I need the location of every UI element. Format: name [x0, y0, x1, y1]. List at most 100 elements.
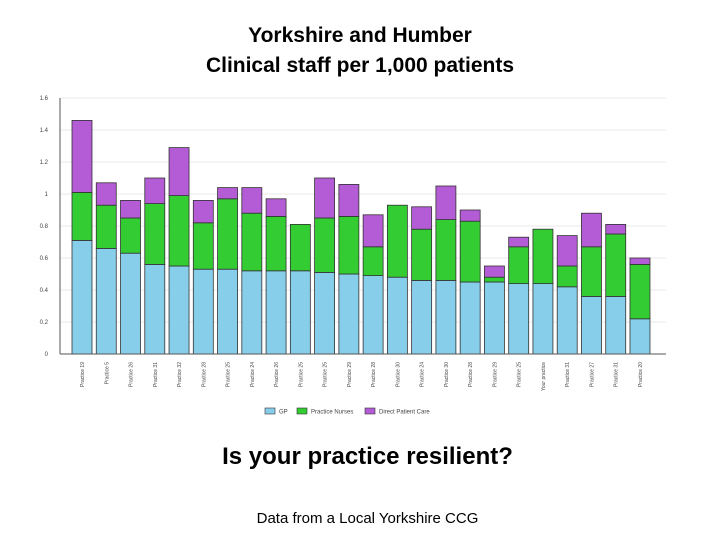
bar-direct-patient-care	[71, 120, 93, 193]
x-axis-ticks: Practice 19 Practice 5 Practice 26 Practice…	[80, 362, 644, 391]
bar-gp	[168, 265, 190, 355]
x-tick-label: Practice 27	[589, 362, 595, 387]
x-tick-label: Practice 25	[226, 362, 232, 387]
bar-direct-patient-care	[411, 206, 433, 230]
bar-gp	[386, 276, 408, 355]
y-tick-label: 1.4	[40, 128, 49, 134]
bar-direct-patient-care	[435, 185, 457, 220]
bar-practice-nurses	[605, 233, 627, 297]
y-tick-label: 0.6	[40, 256, 49, 262]
bar-practice-nurses	[386, 204, 408, 278]
bar-practice-nurses	[629, 263, 651, 320]
bar-gp	[95, 247, 117, 355]
bar-practice-nurses	[532, 228, 554, 284]
bar-direct-patient-care	[629, 257, 651, 265]
bar-direct-patient-care	[241, 187, 263, 214]
bar-gp	[289, 270, 311, 355]
legend: GP Practice Nurses Direct Patient Care	[264, 407, 430, 416]
legend-swatch	[296, 407, 308, 415]
bar-direct-patient-care	[556, 235, 578, 267]
y-tick-label: 1.2	[40, 160, 49, 166]
bar-gp	[459, 281, 481, 355]
bar-direct-patient-care	[338, 183, 360, 217]
bar-gp	[241, 270, 263, 355]
x-tick-label: Practice 25	[517, 362, 523, 387]
bar-gp	[556, 286, 578, 355]
bar-practice-nurses	[265, 215, 287, 272]
bar-direct-patient-care	[217, 187, 238, 200]
bar-practice-nurses	[435, 219, 457, 281]
x-tick-label: Practice 25	[298, 362, 304, 387]
bar-gp	[192, 268, 214, 355]
bar-gp	[605, 295, 627, 355]
bar-practice-nurses	[120, 217, 141, 254]
bar-practice-nurses	[338, 215, 360, 275]
bar-gp	[484, 281, 505, 355]
bar-practice-nurses	[314, 217, 336, 273]
bar-gp	[338, 273, 360, 355]
legend-label: Practice Nurses	[311, 410, 353, 416]
x-tick-label: Practice 31	[614, 362, 620, 387]
bar-gp	[314, 271, 336, 355]
bar-direct-patient-care	[508, 236, 530, 248]
question-heading: Is your practice resilient?	[222, 443, 513, 470]
y-tick-label: 1.6	[40, 96, 49, 102]
stacked-bar-chart: 00.20.40.60.811.21.41.6 Practice 19 Pract…	[40, 96, 666, 416]
source-note: Data from a Local Yorkshire CCG	[256, 510, 479, 527]
bar-gp	[217, 268, 238, 355]
x-tick-label: Your practice	[541, 362, 547, 391]
legend-label: GP	[279, 410, 288, 416]
y-tick-label: 1	[45, 192, 49, 198]
bar-practice-nurses	[581, 246, 602, 297]
bar-gp	[265, 270, 287, 355]
bars	[71, 120, 651, 355]
bar-gp	[532, 283, 554, 355]
bar-direct-patient-care	[144, 177, 166, 205]
bar-practice-nurses	[71, 191, 93, 241]
legend-swatch	[264, 407, 276, 415]
bar-practice-nurses	[144, 203, 166, 265]
x-tick-label: Practice 29	[492, 362, 498, 387]
bar-direct-patient-care	[95, 182, 117, 206]
x-tick-label: Practice 24	[250, 362, 256, 387]
x-tick-label: Practice 31	[153, 362, 159, 387]
bar-practice-nurses	[508, 246, 530, 285]
y-tick-label: 0	[45, 352, 49, 358]
chart-title-line2: Clinical staff per 1,000 patients	[205, 54, 515, 77]
bar-direct-patient-care	[314, 177, 336, 219]
bar-direct-patient-care	[168, 147, 190, 197]
bar-practice-nurses	[411, 228, 433, 281]
bar-gp	[581, 295, 602, 355]
bar-gp	[71, 239, 93, 355]
x-tick-label: Practice 28	[468, 362, 474, 387]
y-tick-label: 0.4	[40, 288, 49, 294]
bar-practice-nurses	[217, 198, 238, 270]
x-tick-label: Practice 30	[444, 362, 450, 387]
bar-direct-patient-care	[192, 199, 214, 224]
x-tick-label: Practice 24	[420, 362, 426, 387]
x-tick-label: Practice 19	[80, 362, 86, 387]
bar-direct-patient-care	[265, 198, 287, 217]
x-tick-label: Practice 29	[347, 362, 353, 387]
bar-gp	[508, 283, 530, 355]
bar-practice-nurses	[289, 223, 311, 272]
bar-practice-nurses	[556, 265, 578, 288]
y-tick-label: 0.2	[40, 320, 49, 326]
bar-direct-patient-care	[362, 214, 384, 248]
x-tick-label: Practice 32	[177, 362, 183, 387]
bar-practice-nurses	[362, 246, 384, 277]
bar-direct-patient-care	[581, 212, 602, 248]
bar-gp	[362, 275, 384, 355]
bar-direct-patient-care	[484, 265, 505, 278]
bar-gp	[411, 279, 433, 355]
x-tick-label: Practice 30	[395, 362, 401, 387]
bar-gp	[144, 263, 166, 355]
chart-title-line1: Yorkshire and Humber	[248, 24, 472, 47]
bar-practice-nurses	[192, 222, 214, 270]
bar-gp	[435, 279, 457, 355]
bar-practice-nurses	[95, 204, 117, 249]
x-tick-label: Practice 20	[638, 362, 644, 387]
x-tick-label: Practice 28	[201, 362, 207, 387]
bar-practice-nurses	[484, 276, 505, 283]
x-tick-label: Practice 25	[323, 362, 329, 387]
